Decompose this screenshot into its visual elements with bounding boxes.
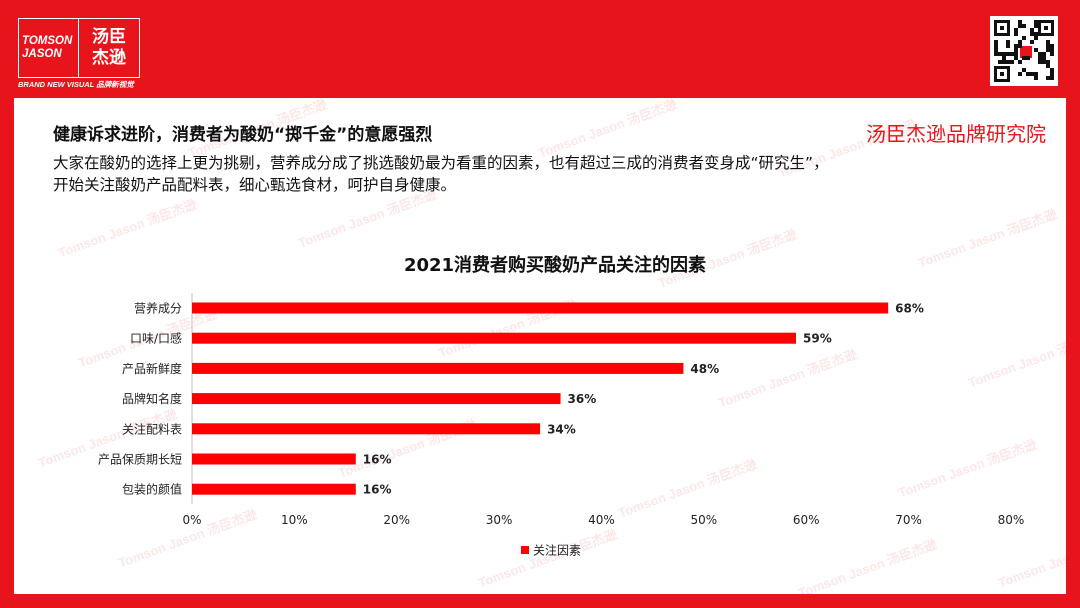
content-panel: Tomson Jason 汤臣杰逊 Tomson Jason 汤臣杰逊 Tomson… bbox=[14, 96, 1080, 601]
x-tick-label: 40% bbox=[588, 513, 615, 527]
x-tick-label: 60% bbox=[793, 513, 820, 527]
body-line-2: 开始关注酸奶产品配料表，细心甄选食材，呵护自身健康。 bbox=[53, 176, 457, 194]
x-tick-label: 30% bbox=[486, 513, 513, 527]
bar bbox=[192, 332, 797, 344]
data-label: 16% bbox=[363, 483, 392, 497]
data-label: 48% bbox=[690, 362, 719, 376]
bar bbox=[192, 362, 684, 374]
data-label: 36% bbox=[568, 392, 597, 406]
bar bbox=[192, 393, 561, 405]
data-label: 68% bbox=[895, 302, 924, 316]
logo-en-line2: JASON bbox=[22, 48, 62, 60]
institute-name: 汤臣杰逊品牌研究院 bbox=[866, 122, 1046, 146]
x-tick-label: 20% bbox=[383, 513, 410, 527]
x-tick-label: 80% bbox=[998, 513, 1025, 527]
slide-body-text: 大家在酸奶的选择上更为挑剔，营养成分成了挑选酸奶最为看重的因素，也有超过三成的消… bbox=[53, 152, 1033, 196]
category-label: 口味/口感 bbox=[130, 331, 182, 346]
category-label: 营养成分 bbox=[134, 301, 182, 316]
logo-en-line1: TOMSON bbox=[22, 35, 73, 47]
category-label: 品牌知名度 bbox=[122, 391, 182, 406]
category-label: 产品新鲜度 bbox=[122, 361, 182, 376]
brand-tagline: BRAND NEW VISUAL 品牌新视觉 bbox=[18, 80, 134, 89]
chart-title: 2021消费者购买酸奶产品关注的因素 bbox=[404, 254, 706, 276]
category-label: 包装的颜值 bbox=[122, 482, 182, 497]
logo-cn-line1: 汤臣 bbox=[92, 27, 126, 47]
logo-english: TOMSON JASON bbox=[19, 19, 79, 77]
data-label: 34% bbox=[547, 422, 576, 436]
qr-code-icon bbox=[990, 16, 1058, 86]
logo-chinese: 汤臣 杰逊 bbox=[79, 19, 139, 77]
bar bbox=[192, 302, 889, 314]
category-label: 产品保质期长短 bbox=[98, 453, 182, 467]
bar bbox=[192, 483, 356, 495]
x-tick-label: 0% bbox=[182, 513, 201, 527]
brand-logo: TOMSON JASON 汤臣 杰逊 bbox=[18, 18, 140, 78]
bar bbox=[192, 423, 541, 435]
legend-label: 关注因素 bbox=[533, 543, 581, 558]
body-line-1: 大家在酸奶的选择上更为挑剔，营养成分成了挑选酸奶最为看重的因素，也有超过三成的消… bbox=[53, 154, 829, 172]
x-tick-label: 70% bbox=[895, 513, 922, 527]
header-bar: TOMSON JASON 汤臣 杰逊 BRAND NEW VISUAL 品牌新视… bbox=[0, 0, 1080, 98]
x-tick-label: 50% bbox=[691, 513, 718, 527]
slide-headline: 健康诉求进阶，消费者为酸奶“掷千金”的意愿强烈 bbox=[53, 125, 433, 145]
x-tick-label: 10% bbox=[281, 513, 308, 527]
category-label: 关注配料表 bbox=[122, 421, 182, 436]
data-label: 16% bbox=[363, 453, 392, 467]
data-label: 59% bbox=[803, 332, 832, 346]
logo-cn-line2: 杰逊 bbox=[92, 48, 126, 68]
bar bbox=[192, 453, 356, 465]
legend-swatch bbox=[521, 546, 529, 554]
